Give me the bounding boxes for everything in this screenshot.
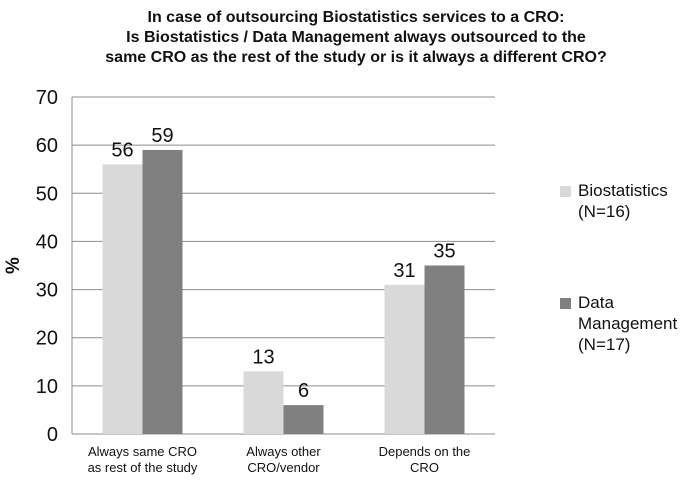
x-tick-label-1-line-2: CRO/vendor [247,460,320,475]
bar-data-management-0 [142,149,183,434]
y-tick-label-50: 50 [36,183,58,205]
legend-item-biostatistics: Biostatistics (N=16) [560,180,696,222]
x-tick-label-0-line-1: Always same CRO [88,444,197,459]
data-label-biostatistics-1: 13 [252,346,274,368]
bar-data-management-2 [424,265,465,434]
legend-label-data-management: Data Management (N=17) [578,293,678,354]
data-label-biostatistics-0: 56 [111,139,133,161]
x-tick-label-2-line-1: Depends on the [379,444,471,459]
data-label-data-management-2: 35 [433,241,455,263]
y-tick-label-10: 10 [36,376,58,398]
bar-data-management-1 [283,405,324,434]
bar-biostatistics-0 [102,164,143,434]
y-tick-label-70: 70 [36,87,58,109]
chart-title: In case of outsourcing Biostatistics ser… [36,8,676,68]
y-tick-label-30: 30 [36,280,58,302]
legend-swatch-biostatistics [560,186,571,197]
chart-title-line-3: same CRO as the rest of the study or is … [105,49,607,66]
y-tick-label-40: 40 [36,231,58,253]
legend-item-data-management: Data Management (N=17) [560,292,696,355]
y-tick-label-60: 60 [36,135,58,157]
legend-swatch-data-management [560,298,571,309]
data-label-data-management-0: 59 [151,125,173,147]
y-axis-label: % [3,257,24,274]
data-label-biostatistics-2: 31 [393,260,415,282]
bar-biostatistics-2 [384,284,425,434]
x-tick-label-2-line-2: CRO [410,460,439,475]
y-tick-label-20: 20 [36,328,58,350]
bar-biostatistics-1 [243,371,284,434]
data-label-data-management-1: 6 [298,380,309,402]
x-tick-label-0-line-2: as rest of the study [88,460,198,475]
legend-label-biostatistics: Biostatistics (N=16) [578,181,668,221]
chart-title-line-1: In case of outsourcing Biostatistics ser… [147,9,565,26]
x-tick-label-1-line-1: Always other [246,444,321,459]
y-tick-label-0: 0 [47,424,58,446]
legend: Biostatistics (N=16) Data Management (N=… [560,180,696,425]
chart-title-line-2: Is Biostatistics / Data Management alway… [126,29,586,46]
